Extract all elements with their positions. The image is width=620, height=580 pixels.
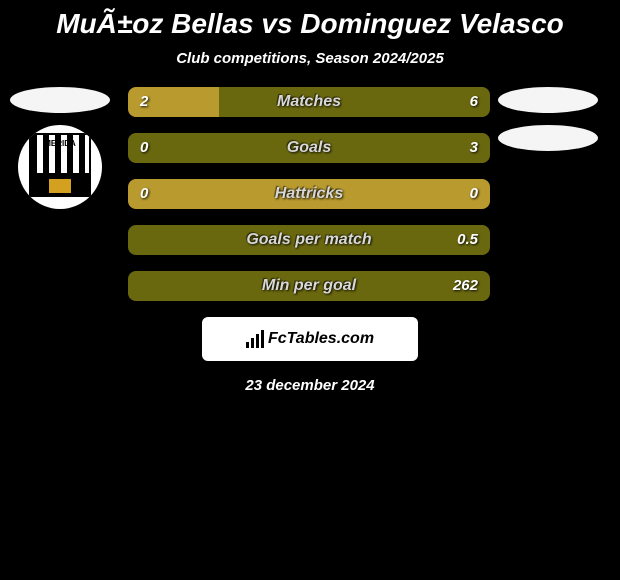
stat-row: Min per goal262 — [128, 271, 490, 301]
stat-label: Matches — [128, 87, 490, 117]
stat-value-left: 0 — [140, 133, 148, 163]
stat-value-left: 0 — [140, 179, 148, 209]
stat-label: Hattricks — [128, 179, 490, 209]
comparison-area: MERIDA Matches26Goals03Hattricks00Goals … — [0, 87, 620, 301]
footer-brand-box: FcTables.com — [202, 317, 418, 361]
stat-label: Goals per match — [128, 225, 490, 255]
castle-icon — [49, 179, 71, 193]
left-club-logo: MERIDA — [18, 125, 102, 209]
right-player-badges — [494, 87, 602, 151]
right-club-logo-placeholder — [498, 125, 598, 151]
left-player-photo-placeholder — [10, 87, 110, 113]
brand-text: FcTables.com — [268, 330, 374, 348]
bar-chart-icon — [246, 330, 264, 348]
club-name-label: MERIDA — [29, 139, 91, 148]
right-player-photo-placeholder — [498, 87, 598, 113]
page-title: MuÃ±oz Bellas vs Dominguez Velasco — [0, 0, 620, 40]
footer-date: 23 december 2024 — [0, 377, 620, 394]
brand-logo: FcTables.com — [246, 330, 374, 348]
stat-value-right: 3 — [470, 133, 478, 163]
stat-value-right: 0.5 — [457, 225, 478, 255]
stats-bars: Matches26Goals03Hattricks00Goals per mat… — [128, 87, 490, 301]
stat-row: Goals0 3 — [128, 133, 490, 163]
stat-value-right: 0 — [470, 179, 478, 209]
left-player-badges: MERIDA — [8, 87, 112, 209]
stat-row: Goals per match0.5 — [128, 225, 490, 255]
stat-label: Goals — [128, 133, 490, 163]
stat-label: Min per goal — [128, 271, 490, 301]
stat-row: Matches2 6 — [128, 87, 490, 117]
stat-value-right: 262 — [453, 271, 478, 301]
subtitle: Club competitions, Season 2024/2025 — [0, 50, 620, 67]
stat-row: Hattricks0 0 — [128, 179, 490, 209]
stat-value-right: 6 — [470, 87, 478, 117]
stat-value-left: 2 — [140, 87, 148, 117]
